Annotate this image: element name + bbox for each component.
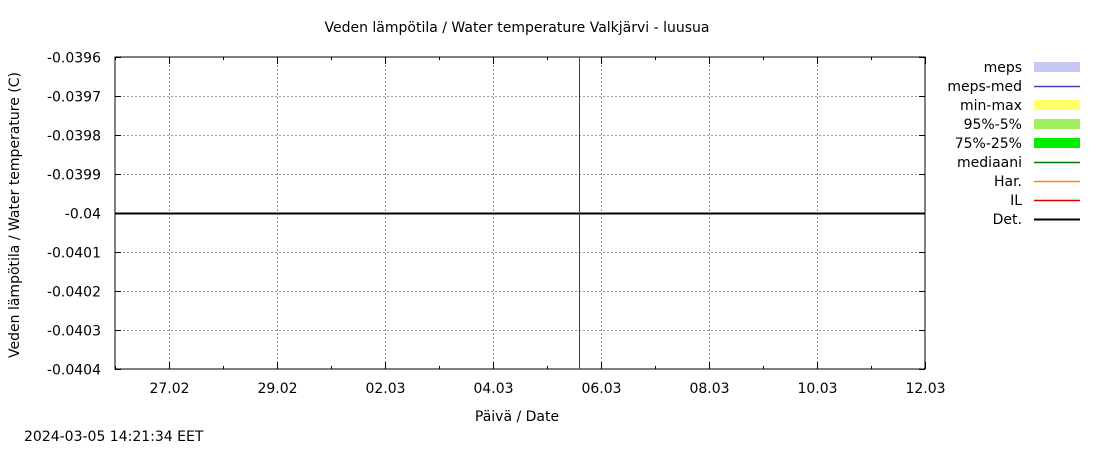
legend-label: IL: [1010, 193, 1022, 209]
x-tick-label: 27.02: [149, 381, 189, 397]
y-tick-label: -0.0404: [47, 363, 101, 379]
legend-label: Har.: [994, 174, 1022, 190]
legend: meps meps-med min-max 95%-5% 75%-25% mediaani…: [947, 60, 1080, 228]
x-tick-label: 08.03: [689, 381, 729, 397]
y-axis-ticks: -0.0396 -0.0397 -0.0398 -0.0399 -0.04 -0.0401…: [47, 51, 925, 379]
legend-swatch: [1034, 100, 1080, 110]
y-tick-label: -0.0402: [47, 285, 101, 301]
legend-swatch: [1034, 138, 1080, 148]
chart-title: Veden lämpötila / Water temperature Valk…: [324, 20, 709, 36]
legend-label: meps: [984, 60, 1022, 76]
y-tick-label: -0.04: [65, 207, 101, 223]
x-tick-label: 10.03: [797, 381, 837, 397]
x-axis-ticks: 27.02 29.02 02.03 04.03 06.03 08.03 10.03 12.03: [115, 57, 946, 397]
y-tick-label: -0.0397: [47, 90, 101, 106]
legend-swatch: [1034, 119, 1080, 129]
legend-label: 75%-25%: [955, 136, 1022, 152]
y-tick-label: -0.0399: [47, 168, 101, 184]
legend-label: mediaani: [957, 155, 1022, 171]
y-tick-label: -0.0398: [47, 129, 101, 145]
legend-label: meps-med: [947, 79, 1022, 95]
x-axis-label: Päivä / Date: [475, 409, 559, 425]
x-tick-label: 29.02: [257, 381, 297, 397]
y-axis-label: Veden lämpötila / Water temperature (C): [7, 72, 23, 358]
plot-area: [114, 56, 926, 370]
y-tick-label: -0.0403: [47, 324, 101, 340]
legend-swatch: [1034, 62, 1080, 72]
generated-timestamp: 2024-03-05 14:21:34 EET: [24, 429, 204, 445]
legend-label: 95%-5%: [964, 117, 1022, 133]
x-tick-label: 04.03: [473, 381, 513, 397]
y-tick-label: -0.0401: [47, 246, 101, 262]
x-tick-label: 12.03: [905, 381, 945, 397]
x-tick-label: 02.03: [365, 381, 405, 397]
legend-label: Det.: [993, 212, 1022, 228]
y-tick-label: -0.0396: [47, 51, 101, 67]
legend-label: min-max: [960, 98, 1022, 114]
x-tick-label: 06.03: [581, 381, 621, 397]
